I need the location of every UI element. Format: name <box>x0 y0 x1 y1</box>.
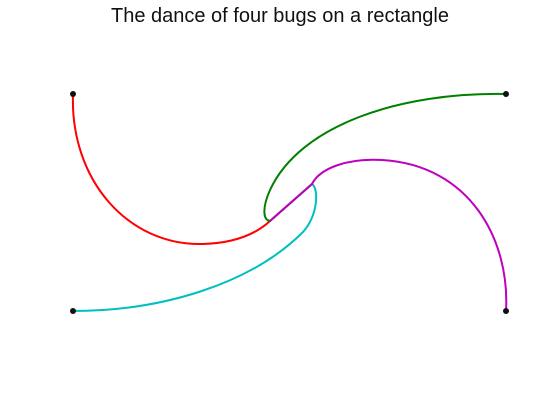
magenta-bug-path <box>269 158 508 312</box>
corner-marker-bottom-left <box>70 308 76 314</box>
red-bug-path <box>71 93 313 246</box>
corner-marker-bottom-right <box>503 308 509 314</box>
corner-marker-top-right <box>503 91 509 97</box>
figure-title: The dance of four bugs on a rectangle <box>110 5 449 27</box>
corner-marker-top-left <box>70 91 76 97</box>
green-bug-path <box>263 92 507 223</box>
cyan-bug-path <box>72 182 318 312</box>
